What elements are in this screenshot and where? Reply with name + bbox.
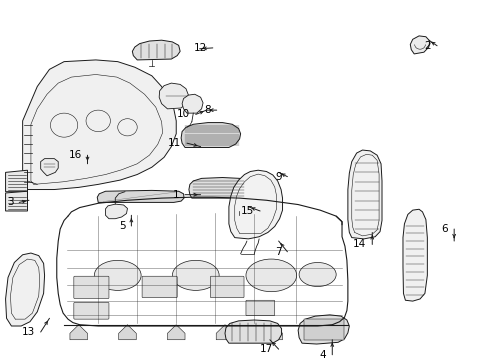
Polygon shape <box>5 170 27 192</box>
Text: 5: 5 <box>119 221 125 231</box>
Polygon shape <box>228 170 282 239</box>
Polygon shape <box>181 122 240 148</box>
Text: 9: 9 <box>274 172 281 182</box>
Polygon shape <box>132 40 180 60</box>
Text: 6: 6 <box>441 224 447 234</box>
Polygon shape <box>188 177 247 198</box>
Polygon shape <box>119 325 136 340</box>
Text: 10: 10 <box>176 109 189 120</box>
Text: 14: 14 <box>352 239 366 249</box>
Polygon shape <box>167 325 184 340</box>
Text: 12: 12 <box>193 43 206 53</box>
Polygon shape <box>182 94 203 113</box>
FancyBboxPatch shape <box>245 300 274 316</box>
Polygon shape <box>159 83 188 109</box>
Polygon shape <box>41 159 58 176</box>
Ellipse shape <box>245 259 296 292</box>
Polygon shape <box>229 198 248 211</box>
Polygon shape <box>402 209 427 301</box>
Text: 8: 8 <box>204 105 210 115</box>
Polygon shape <box>298 315 348 344</box>
FancyBboxPatch shape <box>74 276 109 298</box>
Ellipse shape <box>94 260 141 291</box>
Text: 3: 3 <box>7 197 13 207</box>
Text: 15: 15 <box>241 206 254 216</box>
Text: 11: 11 <box>167 138 181 148</box>
Text: 7: 7 <box>274 247 281 257</box>
Polygon shape <box>105 204 127 219</box>
Text: 16: 16 <box>68 150 81 160</box>
Polygon shape <box>347 150 381 239</box>
Polygon shape <box>216 325 233 340</box>
Text: 17: 17 <box>259 344 272 354</box>
Polygon shape <box>97 190 183 202</box>
Polygon shape <box>409 36 429 54</box>
Polygon shape <box>5 253 44 326</box>
Polygon shape <box>5 191 27 211</box>
Text: 1: 1 <box>172 190 179 200</box>
Polygon shape <box>22 60 176 189</box>
FancyBboxPatch shape <box>142 276 177 298</box>
Text: 13: 13 <box>21 327 35 337</box>
Ellipse shape <box>172 260 219 291</box>
Text: 4: 4 <box>319 350 326 360</box>
Polygon shape <box>264 325 282 340</box>
Ellipse shape <box>299 262 335 287</box>
Polygon shape <box>224 320 281 343</box>
FancyBboxPatch shape <box>74 302 109 319</box>
FancyBboxPatch shape <box>210 276 244 298</box>
Bar <box>304 319 343 340</box>
Polygon shape <box>308 325 326 340</box>
Text: 2: 2 <box>424 41 430 51</box>
Polygon shape <box>70 325 87 340</box>
